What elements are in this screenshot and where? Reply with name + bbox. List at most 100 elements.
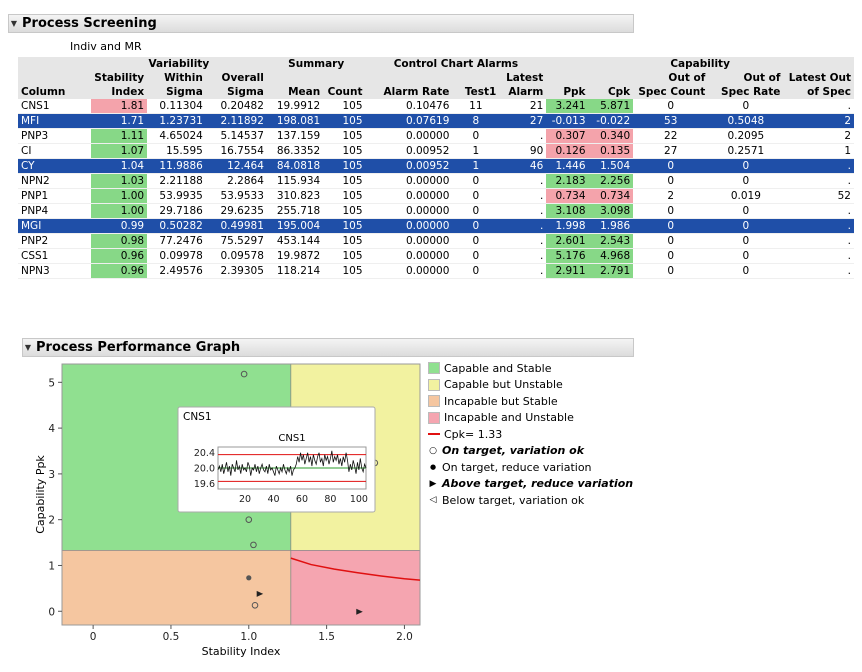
table-cell-latest-oos[interactable]: . bbox=[783, 173, 854, 189]
table-cell-latest-oos[interactable]: 2 bbox=[783, 128, 854, 144]
table-cell-cpk[interactable]: 5.871 bbox=[588, 99, 634, 114]
table-cell-stability[interactable]: 0.98 bbox=[90, 233, 148, 249]
col-ppk[interactable]: Ppk bbox=[546, 85, 589, 99]
table-cell-oos-rate[interactable]: 0 bbox=[708, 203, 784, 219]
table-cell-mean[interactable]: 115.934 bbox=[266, 173, 324, 189]
table-cell-oos-rate[interactable]: 0 bbox=[708, 233, 784, 249]
data-point[interactable] bbox=[240, 370, 248, 378]
table-cell-count[interactable]: 105 bbox=[323, 99, 366, 114]
table-cell-latest-oos[interactable]: . bbox=[783, 233, 854, 249]
table-cell-test1[interactable]: 0 bbox=[452, 203, 500, 219]
table-cell-test1[interactable]: 1 bbox=[452, 143, 500, 159]
table-cell-ppk[interactable]: 3.241 bbox=[546, 99, 589, 114]
table-cell-within-sigma[interactable]: 1.23731 bbox=[147, 113, 206, 129]
table-cell-alarm-rate[interactable]: 0.00000 bbox=[365, 218, 453, 234]
col-within-line2[interactable]: Sigma bbox=[147, 85, 206, 99]
table-row[interactable]: MFI 1.71 1.23731 2.11892 198.081 105 0.07619 8 2… bbox=[18, 113, 854, 129]
table-cell-latest-alarm[interactable]: . bbox=[499, 233, 547, 249]
table-cell-count[interactable]: 105 bbox=[323, 203, 366, 219]
table-cell-count[interactable]: 105 bbox=[323, 218, 366, 234]
table-cell-oos-count[interactable]: 22 bbox=[633, 128, 709, 144]
table-cell-mean[interactable]: 86.3352 bbox=[266, 143, 324, 159]
table-cell-ppk[interactable]: 0.734 bbox=[546, 188, 589, 204]
table-cell-oos-rate[interactable]: 0 bbox=[708, 173, 784, 189]
table-cell-mean[interactable]: 255.718 bbox=[266, 203, 324, 219]
table-cell-within-sigma[interactable]: 77.2476 bbox=[147, 233, 206, 249]
table-cell-cpk[interactable]: 1.504 bbox=[588, 158, 634, 174]
col-alarm-rate[interactable]: Alarm Rate bbox=[365, 85, 453, 99]
data-point[interactable] bbox=[246, 575, 252, 581]
table-cell-cpk[interactable]: 1.986 bbox=[588, 218, 634, 234]
col-latest-line1[interactable]: Latest bbox=[499, 71, 547, 85]
table-cell-within-sigma[interactable]: 0.50282 bbox=[147, 218, 206, 234]
table-cell-stability[interactable]: 1.03 bbox=[90, 173, 148, 189]
table-cell-within-sigma[interactable]: 53.9935 bbox=[147, 188, 206, 204]
table-row[interactable]: PNP1 1.00 53.9935 53.9533 310.823 105 0.00000 0… bbox=[18, 188, 854, 204]
table-cell-oos-count[interactable]: 0 bbox=[633, 233, 709, 249]
table-row[interactable]: MGI 0.99 0.50282 0.49981 195.004 105 0.00000 0.… bbox=[18, 218, 854, 234]
table-cell-mean[interactable]: 310.823 bbox=[266, 188, 324, 204]
table-cell-overall-sigma[interactable]: 75.5297 bbox=[205, 233, 267, 249]
col-test1[interactable]: Test1 bbox=[452, 85, 500, 99]
col-latest-oos-line2[interactable]: of Spec bbox=[783, 85, 854, 99]
table-cell-latest-oos[interactable]: . bbox=[783, 218, 854, 234]
table-cell-oos-count[interactable]: 0 bbox=[633, 99, 709, 114]
table-cell-oos-rate[interactable]: 0.2095 bbox=[708, 128, 784, 144]
table-cell-cpk[interactable]: 2.256 bbox=[588, 173, 634, 189]
table-cell-ppk[interactable]: 3.108 bbox=[546, 203, 589, 219]
table-cell-mean[interactable]: 118.214 bbox=[266, 263, 324, 279]
table-cell-alarm-rate[interactable]: 0.00000 bbox=[365, 203, 453, 219]
table-cell-alarm-rate[interactable]: 0.00952 bbox=[365, 143, 453, 159]
table-cell-latest-alarm[interactable]: . bbox=[499, 203, 547, 219]
table-cell-test1[interactable]: 8 bbox=[452, 113, 500, 129]
table-cell-test1[interactable]: 0 bbox=[452, 233, 500, 249]
table-cell-latest-oos[interactable]: 52 bbox=[783, 188, 854, 204]
table-cell-within-sigma[interactable]: 2.21188 bbox=[147, 173, 206, 189]
table-cell-oos-count[interactable]: 2 bbox=[633, 188, 709, 204]
col-within-line1[interactable]: Within bbox=[147, 71, 206, 85]
data-point[interactable] bbox=[251, 602, 259, 609]
table-cell-stability[interactable]: 0.96 bbox=[90, 248, 148, 264]
table-cell-ppk[interactable]: 0.307 bbox=[546, 128, 589, 144]
col-oos-rate-line1[interactable]: Out of bbox=[708, 71, 784, 85]
table-cell-column[interactable]: NPN3 bbox=[18, 263, 91, 279]
table-cell-oos-count[interactable]: 0 bbox=[633, 203, 709, 219]
table-cell-column[interactable]: MGI bbox=[18, 218, 91, 234]
table-cell-stability[interactable]: 1.00 bbox=[90, 203, 148, 219]
table-cell-ppk[interactable]: -0.013 bbox=[546, 113, 589, 129]
table-cell-column[interactable]: PNP4 bbox=[18, 203, 91, 219]
table-cell-alarm-rate[interactable]: 0.00000 bbox=[365, 233, 453, 249]
table-cell-test1[interactable]: 0 bbox=[452, 218, 500, 234]
table-row[interactable]: PNP4 1.00 29.7186 29.6235 255.718 105 0.00000 0… bbox=[18, 203, 854, 219]
table-cell-stability[interactable]: 0.96 bbox=[90, 263, 148, 279]
table-cell-latest-alarm[interactable]: . bbox=[499, 173, 547, 189]
table-cell-overall-sigma[interactable]: 2.2864 bbox=[205, 173, 267, 189]
data-point[interactable] bbox=[245, 516, 253, 523]
table-cell-cpk[interactable]: 0.135 bbox=[588, 143, 634, 159]
table-cell-latest-alarm[interactable]: 27 bbox=[499, 113, 547, 129]
table-cell-alarm-rate[interactable]: 0.00000 bbox=[365, 173, 453, 189]
table-cell-test1[interactable]: 1 bbox=[452, 158, 500, 174]
col-stability-line1[interactable]: Stability bbox=[90, 71, 148, 85]
table-cell-oos-count[interactable]: 0 bbox=[633, 248, 709, 264]
table-cell-overall-sigma[interactable]: 0.20482 bbox=[205, 99, 267, 114]
table-cell-cpk[interactable]: -0.022 bbox=[588, 113, 634, 129]
col-mean[interactable]: Mean bbox=[266, 85, 324, 99]
performance-graph-header[interactable]: ▼ Process Performance Graph bbox=[22, 338, 634, 357]
table-cell-latest-oos[interactable]: . bbox=[783, 158, 854, 174]
data-point[interactable] bbox=[356, 608, 363, 615]
table-cell-oos-rate[interactable]: 0 bbox=[708, 263, 784, 279]
table-cell-latest-oos[interactable]: . bbox=[783, 263, 854, 279]
table-cell-cpk[interactable]: 2.791 bbox=[588, 263, 634, 279]
table-cell-stability[interactable]: 1.07 bbox=[90, 143, 148, 159]
table-cell-mean[interactable]: 195.004 bbox=[266, 218, 324, 234]
table-cell-latest-alarm[interactable]: 90 bbox=[499, 143, 547, 159]
table-cell-cpk[interactable]: 4.968 bbox=[588, 248, 634, 264]
table-cell-ppk[interactable]: 1.998 bbox=[546, 218, 589, 234]
table-cell-alarm-rate[interactable]: 0.00000 bbox=[365, 248, 453, 264]
table-cell-stability[interactable]: 0.99 bbox=[90, 218, 148, 234]
col-latest-oos-line1[interactable]: Latest Out bbox=[783, 71, 854, 85]
table-cell-alarm-rate[interactable]: 0.00000 bbox=[365, 128, 453, 144]
col-oos-count-line1[interactable]: Out of bbox=[633, 71, 709, 85]
col-count[interactable]: Count bbox=[323, 85, 366, 99]
